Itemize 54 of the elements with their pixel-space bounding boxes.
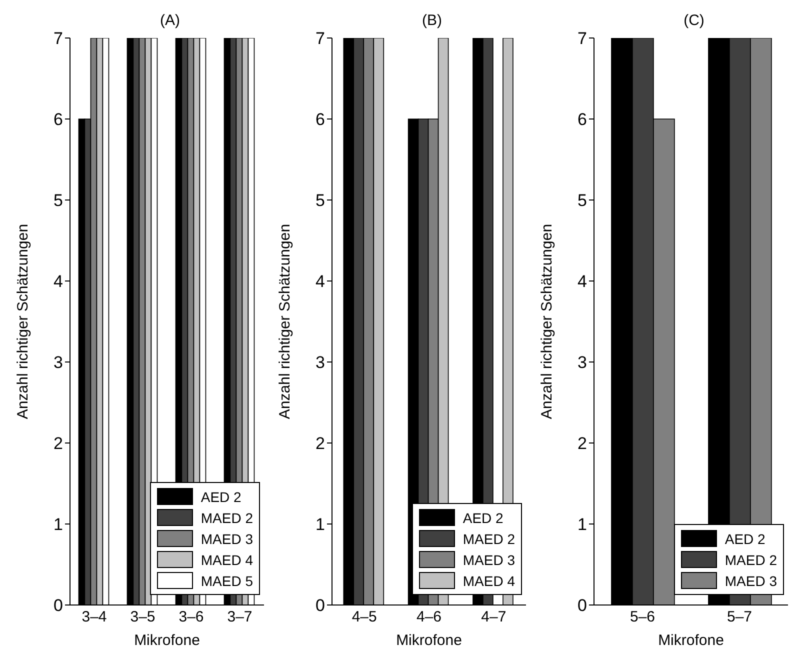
legend-label: MAED 2	[462, 530, 515, 546]
chart-title: (C)	[682, 12, 706, 29]
y-tick-label: 7	[316, 29, 325, 48]
y-tick-label: 1	[54, 515, 63, 534]
chart-title: (A)	[159, 12, 181, 29]
y-tick-label: 4	[316, 272, 325, 292]
legend-label: MAED 3	[462, 552, 515, 568]
y-tick-label: 5	[316, 191, 325, 210]
chart-title: (B)	[421, 12, 443, 29]
y-tick-label: 2	[54, 434, 63, 454]
y-tick-label: 1	[316, 515, 325, 534]
legend-label: MAED 5	[200, 572, 253, 588]
legend-label: MAED 3	[200, 530, 253, 546]
x-tick-label: 5–7	[726, 608, 752, 626]
y-tick-label: 7	[54, 29, 63, 48]
y-tick-label: 4	[54, 272, 63, 292]
y-tick-label: 0	[578, 596, 587, 616]
x-tick-label: 3–4	[82, 608, 107, 626]
y-tick-label: 2	[578, 434, 587, 454]
y-tick-label: 5	[54, 191, 63, 210]
y-tick-label: 1	[578, 515, 587, 534]
y-tick-label: 6	[54, 110, 63, 130]
x-tick-label: 4–5	[352, 608, 377, 626]
y-tick-label: 3	[316, 353, 325, 372]
y-axis-title: Anzahl richtiger Schätzungen	[276, 224, 294, 420]
y-tick-label: 0	[54, 596, 63, 616]
y-tick-label: 6	[578, 110, 587, 130]
legend-label: AED 2	[462, 510, 504, 526]
x-tick-label: 5–6	[630, 608, 656, 626]
x-tick-label: 4–7	[481, 608, 506, 626]
y-tick-label: 7	[578, 29, 587, 48]
y-axis-title: Anzahl richtiger Schätzungen	[14, 224, 32, 420]
x-tick-label: 3–5	[130, 608, 156, 626]
y-tick-label: 6	[316, 110, 325, 130]
legend-label: MAED 2	[724, 552, 777, 568]
legend-label: MAED 4	[200, 552, 253, 568]
y-tick-label: 3	[578, 353, 587, 372]
legend-label: MAED 4	[462, 572, 515, 588]
y-tick-label: 5	[578, 191, 587, 210]
y-tick-label: 0	[316, 596, 325, 616]
y-tick-label: 2	[316, 434, 325, 454]
x-tick-label: 4–6	[416, 608, 442, 626]
x-axis-title: Mikrofone	[396, 632, 462, 649]
x-tick-label: 3–7	[227, 608, 252, 626]
y-tick-label: 3	[54, 353, 63, 372]
y-tick-label: 4	[578, 272, 587, 292]
legend-label: AED 2	[200, 488, 242, 504]
x-axis-title: Mikrofone	[134, 632, 200, 649]
y-axis-title: Anzahl richtiger Schätzungen	[538, 224, 556, 420]
legend-label: MAED 2	[200, 510, 253, 526]
legend-label: MAED 3	[724, 572, 777, 588]
x-axis-title: Mikrofone	[658, 632, 724, 649]
x-tick-label: 3–6	[178, 608, 204, 626]
legend-label: AED 2	[724, 530, 766, 546]
